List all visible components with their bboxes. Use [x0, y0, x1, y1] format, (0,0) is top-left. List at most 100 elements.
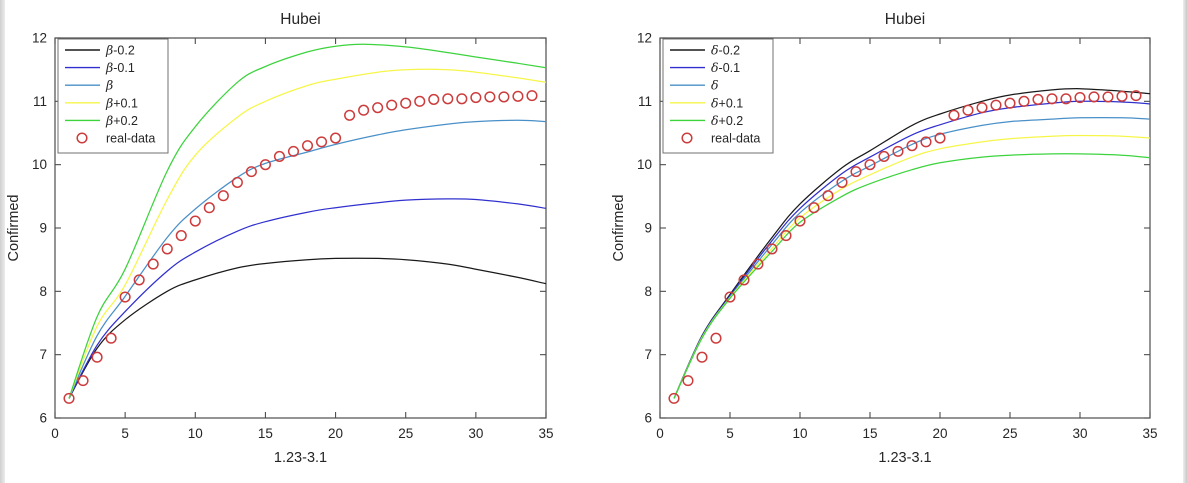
data-point-marker — [696, 351, 708, 363]
svg-text:0: 0 — [51, 426, 59, 441]
data-point-marker — [850, 166, 862, 178]
svg-text:10: 10 — [188, 426, 203, 441]
data-point-marker — [864, 159, 876, 171]
legend-label: real-data — [106, 132, 155, 146]
data-point-marker — [710, 332, 722, 344]
curve-beta-minus-0.2 — [68, 257, 547, 399]
y-tick-labels: 6 7 8 9 10 11 12 — [637, 31, 652, 426]
svg-text:12: 12 — [637, 31, 652, 46]
x-axis-label: 1.23-3.1 — [274, 450, 327, 466]
legend-label: δ+0.2 — [711, 113, 743, 128]
data-point-marker — [990, 99, 1002, 111]
legend-label: δ+0.1 — [711, 95, 743, 110]
legend-item-delta-minus-0.2: δ-0.2 — [670, 43, 740, 58]
real-data-markers — [668, 90, 1142, 404]
data-point-marker — [400, 97, 412, 109]
data-point-marker — [287, 145, 300, 157]
data-point-marker — [948, 109, 960, 121]
data-point-marker — [175, 230, 187, 242]
tick-marks — [659, 37, 1151, 419]
data-point-marker — [512, 90, 524, 102]
svg-text:8: 8 — [644, 284, 652, 299]
data-point-marker — [91, 351, 103, 363]
legend-box — [57, 38, 169, 154]
svg-text:11: 11 — [638, 94, 652, 109]
legend-label: β — [105, 78, 113, 93]
svg-text:25: 25 — [398, 426, 413, 441]
data-point-marker — [976, 102, 988, 114]
data-point-marker — [372, 102, 384, 114]
svg-text:12: 12 — [32, 31, 47, 46]
data-point-marker — [1074, 91, 1086, 104]
data-point-marker — [428, 93, 440, 105]
plot-title: Hubei — [280, 11, 321, 28]
legend-label: β+0.2 — [105, 113, 138, 128]
legend-item-delta-minus-0.1: δ-0.1 — [670, 60, 740, 75]
svg-text:35: 35 — [538, 426, 553, 441]
data-point-marker — [892, 145, 904, 157]
legend-label: δ — [711, 78, 719, 93]
svg-text:25: 25 — [1002, 426, 1017, 441]
curve-beta-plus-0.2 — [68, 43, 547, 399]
svg-text:30: 30 — [1072, 426, 1087, 441]
tick-marks — [54, 37, 547, 419]
data-point-marker — [906, 140, 918, 152]
data-point-marker — [1116, 90, 1128, 102]
legend-item-beta: β — [65, 78, 113, 93]
svg-text:15: 15 — [862, 426, 877, 441]
data-point-marker — [133, 274, 145, 286]
curve-delta-plus-0.2 — [673, 153, 1151, 399]
data-point-marker — [682, 375, 694, 387]
legend-item-beta-minus-0.1: β-0.1 — [65, 60, 135, 75]
data-point-marker — [259, 159, 271, 171]
data-point-marker — [1046, 93, 1058, 105]
legend-item-real-data: real-data — [681, 132, 760, 146]
data-point-marker — [344, 109, 356, 121]
data-point-marker — [752, 258, 764, 270]
svg-text:20: 20 — [932, 426, 947, 441]
data-point-marker — [738, 274, 750, 286]
x-axis-label: 1.23-3.1 — [878, 450, 931, 466]
svg-text:0: 0 — [656, 426, 664, 441]
curve-delta-minus-0.2 — [673, 88, 1151, 399]
y-axis-label: Confirmed — [611, 195, 627, 262]
legend: δ-0.2 δ-0.1 δ δ+0.1 δ+0.2 real-data — [662, 38, 774, 154]
data-point-marker — [470, 91, 482, 104]
svg-text:10: 10 — [32, 157, 47, 172]
svg-text:10: 10 — [637, 157, 652, 172]
data-point-marker — [119, 291, 131, 303]
data-point-marker — [724, 291, 736, 303]
legend: β-0.2 β-0.1 β β+0.1 β+0.2 real-data — [57, 38, 169, 154]
data-point-marker — [1032, 93, 1044, 105]
data-point-marker — [189, 215, 201, 227]
data-point-marker — [822, 190, 834, 202]
data-point-marker — [1102, 91, 1114, 103]
curve-delta — [673, 117, 1151, 399]
svg-text:6: 6 — [644, 411, 652, 426]
svg-text:20: 20 — [328, 426, 343, 441]
legend-label: β-0.1 — [105, 60, 135, 75]
data-point-marker — [498, 91, 510, 103]
data-point-marker — [217, 190, 229, 202]
curve-delta-plus-0.1 — [673, 134, 1151, 399]
data-point-marker — [147, 258, 159, 270]
legend-label: real-data — [711, 132, 760, 146]
curve-beta-plus-0.1 — [68, 68, 547, 399]
legend-marker-sample — [76, 132, 88, 144]
data-point-marker — [203, 202, 215, 214]
svg-text:9: 9 — [644, 221, 652, 236]
data-point-marker — [414, 95, 426, 107]
data-point-marker — [1018, 95, 1030, 107]
data-point-marker — [766, 243, 778, 255]
data-point-marker — [878, 150, 890, 162]
data-point-marker — [330, 132, 342, 144]
svg-text:9: 9 — [39, 221, 47, 236]
svg-text:35: 35 — [1142, 426, 1157, 441]
x-tick-labels: 0 5 10 15 20 25 30 35 — [51, 426, 553, 441]
legend-label: β+0.1 — [105, 95, 138, 110]
svg-text:5: 5 — [726, 426, 734, 441]
data-point-marker — [63, 392, 75, 404]
svg-text:8: 8 — [39, 284, 47, 299]
